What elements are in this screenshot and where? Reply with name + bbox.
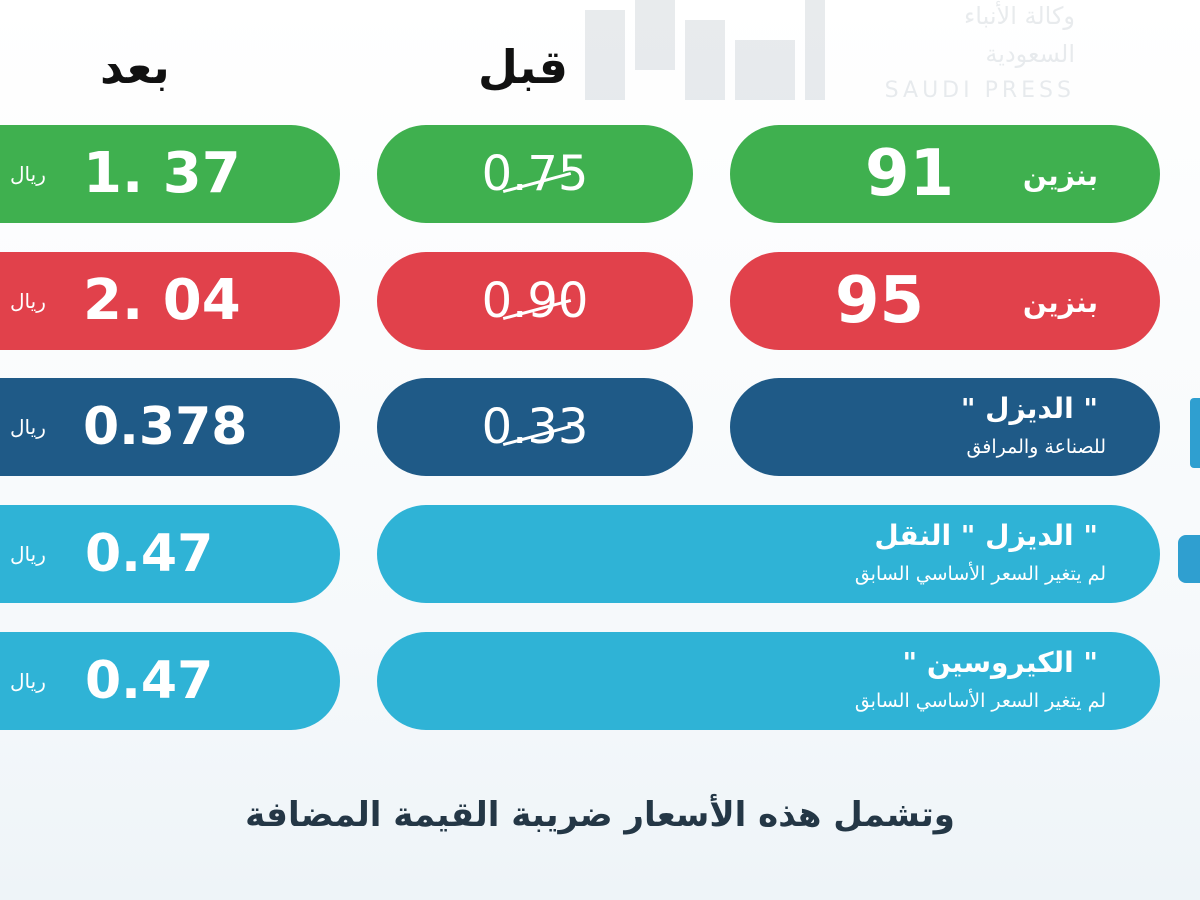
header-after: بعد	[100, 40, 170, 94]
price-after-diesel-industry: ريال 0.378	[0, 378, 340, 476]
price-before-benzine-95: 0.90	[377, 252, 693, 350]
agency-watermark: وكالة الأنباء السعودية SAUDI PRESS	[585, 0, 1085, 115]
header-before: قبل	[478, 40, 568, 94]
old-price: 0.75	[481, 146, 589, 202]
fuel-label-benzine-91: 91 بنزين	[730, 125, 1160, 223]
unit-label: ريال	[10, 289, 46, 313]
fuel-grade-95: 95	[835, 264, 925, 338]
new-price: 1. 37	[83, 141, 241, 206]
diesel-pump-icon	[1190, 398, 1200, 468]
watermark-line2: السعودية	[985, 40, 1075, 68]
fuel-label-diesel-industry: " الديزل " للصناعة والمرافق	[730, 378, 1160, 476]
unit-label: ريال	[10, 415, 46, 439]
fuel-name: " الديزل "	[960, 392, 1098, 425]
fuel-label-kerosene: " الكيروسين " لم يتغير السعر الأساسي الس…	[377, 632, 1160, 730]
watermark-line3: SAUDI PRESS	[884, 78, 1075, 103]
old-price: 0.90	[481, 273, 589, 329]
new-price: 2. 04	[83, 268, 241, 333]
vat-footnote: وتشمل هذه الأسعار ضريبة القيمة المضافة	[245, 795, 955, 835]
price-after-benzine-91: ريال 1. 37	[0, 125, 340, 223]
price-after-kerosene: ريال 0.47	[0, 632, 340, 730]
new-price: 0.47	[85, 651, 214, 711]
fuel-name: " الديزل " النقل	[874, 519, 1098, 552]
fuel-subtitle: لم يتغير السعر الأساسي السابق	[854, 690, 1106, 712]
unit-label: ريال	[10, 162, 46, 186]
old-price: 0.33	[481, 399, 589, 455]
fuel-label-diesel-transport: " الديزل " النقل لم يتغير السعر الأساسي …	[377, 505, 1160, 603]
fuel-subtitle: للصناعة والمرافق	[966, 436, 1106, 458]
new-price: 0.378	[83, 397, 248, 457]
truck-icon	[1178, 535, 1200, 583]
price-before-diesel-industry: 0.33	[377, 378, 693, 476]
unit-label: ريال	[10, 669, 46, 693]
watermark-line1: وكالة الأنباء	[963, 2, 1075, 30]
fuel-label-benzine-95: 95 بنزين	[730, 252, 1160, 350]
fuel-name: بنزين	[1022, 159, 1098, 192]
fuel-name: بنزين	[1022, 286, 1098, 319]
new-price: 0.47	[85, 524, 214, 584]
fuel-subtitle: لم يتغير السعر الأساسي السابق	[854, 563, 1106, 585]
unit-label: ريال	[10, 542, 46, 566]
price-before-benzine-91: 0.75	[377, 125, 693, 223]
price-after-benzine-95: ريال 2. 04	[0, 252, 340, 350]
price-after-diesel-transport: ريال 0.47	[0, 505, 340, 603]
fuel-grade-91: 91	[865, 137, 955, 211]
fuel-name: " الكيروسين "	[902, 646, 1098, 679]
